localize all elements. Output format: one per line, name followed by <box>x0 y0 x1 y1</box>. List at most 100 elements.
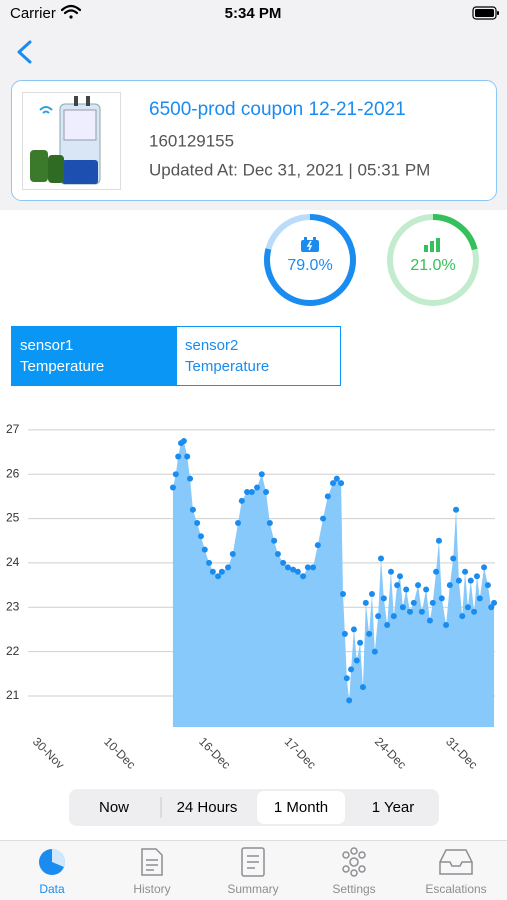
data-point <box>435 537 442 544</box>
data-point <box>471 608 478 615</box>
gauge-label: 79.0% <box>287 257 332 274</box>
tab-label[interactable]: Data <box>39 882 65 896</box>
data-point <box>280 559 287 566</box>
data-point <box>415 582 422 589</box>
data-point <box>491 599 498 606</box>
device-serial: 160129155 <box>149 131 234 150</box>
data-point <box>399 604 406 611</box>
data-point <box>340 590 346 597</box>
data-point <box>300 573 307 580</box>
sensor-measure: Temperature <box>20 358 104 375</box>
data-point <box>380 595 387 602</box>
data-point <box>450 555 457 562</box>
tab-icon-escalations <box>439 849 473 875</box>
data-point <box>263 488 270 495</box>
data-point <box>348 666 355 673</box>
data-point <box>215 573 222 580</box>
data-point <box>423 586 430 593</box>
range-option[interactable]: 1 Year <box>372 799 415 816</box>
data-point <box>320 515 327 522</box>
tab-icon-summary <box>241 847 265 877</box>
data-point <box>438 595 445 602</box>
device-image <box>22 92 121 190</box>
data-point <box>443 622 450 628</box>
data-point <box>304 564 311 571</box>
data-point <box>387 568 394 575</box>
data-point <box>274 551 281 558</box>
tab-icon-data <box>39 849 65 875</box>
data-point <box>201 546 208 553</box>
data-point <box>371 648 378 655</box>
data-point <box>429 599 436 606</box>
range-option[interactable]: Now <box>99 799 129 816</box>
updated-at: Updated At: Dec 31, 2021 | 05:31 PM <box>149 160 430 179</box>
data-point <box>366 630 373 637</box>
data-point <box>433 568 440 575</box>
data-point <box>235 520 242 526</box>
carrier: Carrier <box>10 5 56 22</box>
data-point <box>390 613 397 620</box>
sensor-tab[interactable] <box>11 326 176 386</box>
sensor-tab[interactable] <box>176 326 341 386</box>
x-tick-label: 31-Dec <box>443 734 480 771</box>
tab-label[interactable]: Summary <box>227 882 278 896</box>
back-button[interactable] <box>17 40 32 64</box>
data-point <box>406 608 413 615</box>
data-point <box>324 493 331 500</box>
tab-label[interactable]: Settings <box>332 882 375 896</box>
x-tick-label: 17-Dec <box>282 734 319 771</box>
data-point <box>473 573 480 580</box>
data-point <box>209 568 216 575</box>
data-point <box>284 564 291 571</box>
data-point <box>271 537 278 544</box>
tab-label[interactable]: Escalations <box>425 882 486 896</box>
range-option-selected[interactable] <box>257 791 345 824</box>
data-point <box>258 471 265 478</box>
data-point <box>410 599 417 606</box>
sensor-name: sensor2 <box>185 337 238 354</box>
area <box>172 440 495 727</box>
gauge-arc <box>264 214 356 306</box>
x-tick-label: 16-Dec <box>196 734 233 771</box>
data-point <box>481 564 488 571</box>
data-point <box>453 506 460 513</box>
tab-label[interactable]: History <box>133 882 170 896</box>
data-point <box>467 577 474 584</box>
data-point <box>314 542 321 549</box>
data-point <box>397 573 403 580</box>
gauge-label: 21.0% <box>410 257 455 274</box>
range-option[interactable]: 24 Hours <box>177 799 238 816</box>
signal-icon <box>424 238 440 252</box>
y-tick-label: 27 <box>6 422 20 436</box>
range-option[interactable]: 1 Month <box>274 799 328 816</box>
data-point <box>175 453 182 460</box>
data-point <box>462 568 469 575</box>
data-point <box>464 604 471 611</box>
data-point <box>194 520 201 526</box>
data-point <box>197 533 204 540</box>
data-point <box>310 564 317 571</box>
data-point <box>244 488 251 495</box>
data-point <box>488 604 495 611</box>
data-point <box>187 475 194 482</box>
y-tick-label: 25 <box>6 511 20 525</box>
data-point <box>384 622 391 628</box>
tab-bar <box>0 840 507 900</box>
data-point <box>218 568 225 575</box>
data-point <box>459 613 466 620</box>
data-point <box>225 564 232 571</box>
y-tick-label: 26 <box>6 466 20 480</box>
data-point <box>446 582 453 589</box>
data-point <box>426 617 433 624</box>
data-point <box>375 613 382 620</box>
wifi-icon <box>60 4 82 19</box>
data-point <box>353 657 360 664</box>
data-point <box>362 599 369 606</box>
device-card[interactable] <box>11 80 497 201</box>
data-point <box>229 551 236 558</box>
sensor-name: sensor1 <box>20 337 73 354</box>
data-point <box>238 497 245 504</box>
data-point <box>357 639 364 646</box>
data-point <box>403 586 410 593</box>
data-point <box>350 626 357 633</box>
